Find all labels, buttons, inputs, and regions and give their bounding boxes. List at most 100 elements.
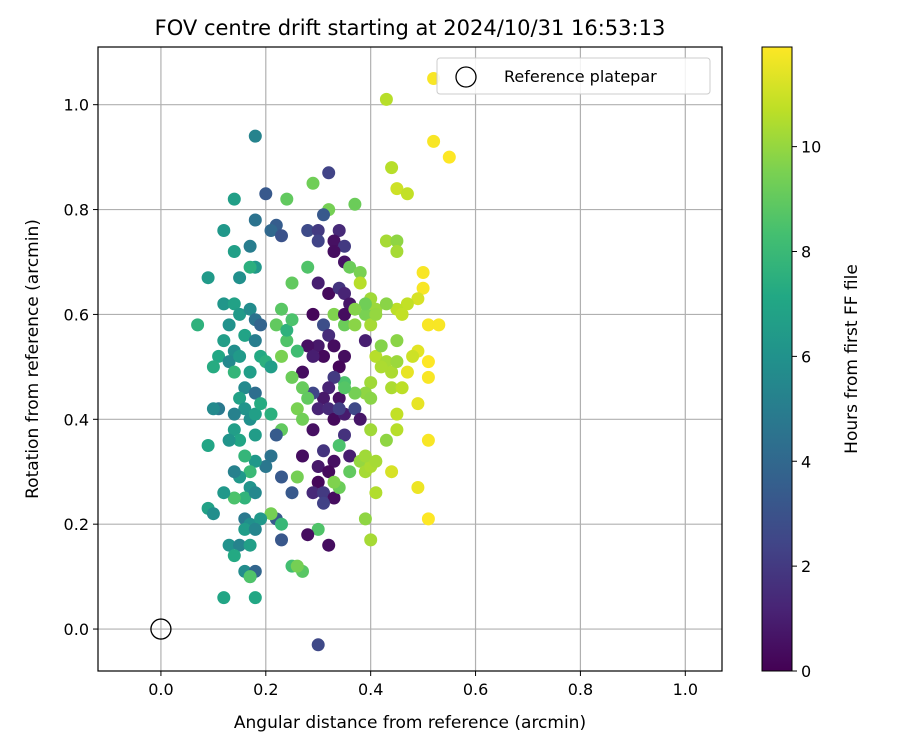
colorbar-gradient: [761, 46, 793, 672]
data-point: [233, 349, 247, 363]
data-point: [233, 307, 247, 321]
data-point: [374, 360, 388, 374]
data-point: [254, 512, 268, 526]
data-point: [306, 423, 320, 437]
data-point: [338, 428, 351, 442]
data-point: [238, 381, 252, 395]
data-point: [248, 591, 262, 605]
data-point: [317, 349, 330, 363]
data-point: [275, 229, 288, 243]
data-point: [248, 407, 262, 421]
data-point: [322, 166, 336, 180]
data-point: [322, 287, 336, 300]
data-point: [264, 360, 278, 374]
data-point: [369, 454, 383, 468]
data-point: [248, 454, 262, 468]
data-point: [364, 533, 378, 547]
y-tick-label: 0.2: [64, 515, 89, 534]
data-point: [259, 187, 273, 201]
data-point: [332, 391, 346, 405]
data-point: [306, 486, 320, 500]
data-point: [217, 297, 231, 311]
data-point: [379, 92, 393, 106]
data-point: [269, 318, 283, 332]
data-point: [411, 481, 425, 494]
data-point: [275, 470, 288, 484]
data-point: [233, 433, 247, 447]
data-point: [332, 439, 346, 452]
data-point: [290, 470, 304, 484]
data-point: [385, 365, 399, 379]
data-point: [317, 486, 330, 500]
data-point: [327, 370, 341, 384]
data-point: [332, 402, 346, 416]
data-point: [243, 260, 257, 274]
data-point: [254, 318, 268, 332]
data-point: [374, 339, 388, 353]
data-point: [364, 318, 378, 332]
x-tick-label: 0.8: [568, 680, 593, 699]
colorbar-label: Hours from first FF file: [842, 264, 862, 454]
data-point: [327, 234, 341, 248]
data-point: [311, 522, 325, 536]
x-tick-label: 0.0: [148, 680, 173, 699]
data-point: [390, 407, 404, 421]
x-tick-label: 0.2: [253, 680, 278, 699]
data-point: [217, 224, 231, 237]
data-point: [285, 313, 299, 327]
data-point: [332, 224, 346, 237]
data-point: [233, 391, 247, 405]
data-point: [311, 276, 325, 290]
x-tick-label: 0.6: [463, 680, 488, 699]
data-point: [343, 465, 357, 479]
data-point: [327, 491, 341, 505]
data-point: [248, 486, 262, 500]
data-point: [416, 266, 430, 279]
data-point: [201, 439, 215, 452]
data-points: [191, 72, 456, 652]
data-point: [301, 224, 315, 237]
data-point: [280, 323, 294, 337]
data-point: [322, 538, 336, 552]
data-point: [358, 512, 372, 526]
data-point: [395, 307, 409, 321]
data-point: [285, 370, 299, 384]
data-point: [400, 365, 414, 379]
data-point: [327, 339, 341, 353]
data-point: [290, 559, 304, 573]
data-point: [385, 465, 399, 479]
data-point: [296, 449, 309, 463]
data-point: [421, 512, 435, 526]
data-point: [369, 349, 383, 363]
data-point: [296, 381, 309, 395]
data-point: [322, 381, 336, 395]
data-point: [227, 423, 241, 437]
legend: Reference platepar: [436, 57, 711, 95]
data-point: [222, 433, 236, 447]
y-tick-label: 1.0: [64, 96, 89, 115]
data-point: [264, 507, 278, 521]
data-point: [322, 402, 336, 416]
data-point: [227, 491, 241, 505]
data-point: [285, 486, 299, 500]
data-point: [238, 328, 252, 342]
legend-box: [436, 57, 711, 95]
data-point: [227, 465, 241, 479]
data-point: [348, 302, 362, 316]
data-point: [248, 522, 262, 536]
data-point: [233, 271, 247, 285]
data-point: [348, 386, 362, 400]
data-point: [227, 297, 241, 311]
data-point: [343, 449, 357, 463]
data-point: [280, 334, 294, 348]
data-point: [416, 281, 430, 295]
colorbar-tick-label: 4: [801, 452, 811, 471]
data-point: [327, 475, 341, 489]
data-point: [264, 224, 278, 237]
data-point: [353, 266, 367, 279]
data-point: [296, 365, 309, 379]
data-point: [317, 318, 330, 332]
data-point: [301, 391, 315, 405]
data-point: [248, 428, 262, 442]
